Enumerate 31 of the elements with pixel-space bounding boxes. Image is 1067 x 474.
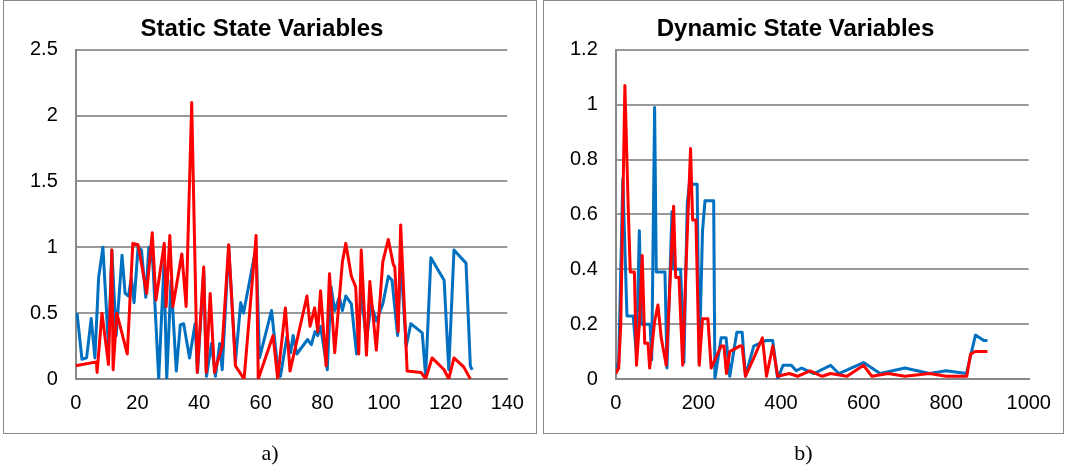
- y-tick-label: 0: [46, 366, 58, 389]
- x-tick-label: 1000: [1006, 390, 1051, 413]
- y-tick-label: 1: [586, 92, 598, 115]
- y-tick-label: 0.6: [569, 201, 598, 224]
- x-tick-label: 60: [249, 390, 272, 413]
- y-tick-label: 1.5: [29, 169, 58, 191]
- x-tick-label: 120: [428, 390, 463, 413]
- y-tick-label: 0.2: [569, 311, 598, 334]
- x-tick-label: 100: [367, 390, 401, 413]
- x-tick-label: 0: [70, 390, 82, 413]
- y-tick-label: 0: [586, 366, 598, 389]
- chart-title: Static State Variables: [140, 14, 384, 42]
- y-tick-label: 2.5: [29, 37, 58, 60]
- y-tick-label: 1.2: [569, 37, 598, 60]
- x-tick-label: 40: [187, 390, 211, 413]
- x-tick-label: 0: [610, 390, 622, 413]
- y-tick-label: 0.4: [569, 256, 598, 279]
- x-tick-label: 20: [126, 390, 149, 413]
- x-tick-label: 800: [929, 390, 963, 413]
- chart-title: Dynamic State Variables: [656, 14, 935, 42]
- x-tick-label: 400: [764, 390, 798, 413]
- y-tick-label: 0.8: [569, 147, 598, 170]
- y-tick-label: 2: [46, 103, 58, 126]
- x-tick-label: 200: [681, 390, 716, 413]
- x-tick-label: 140: [490, 390, 524, 413]
- text: b): [793, 440, 814, 466]
- y-tick-label: 0.5: [29, 300, 58, 323]
- x-tick-label: 80: [311, 390, 334, 413]
- y-tick-label: 1: [46, 234, 58, 257]
- text: a): [260, 440, 280, 466]
- x-tick-label: 600: [846, 390, 881, 413]
